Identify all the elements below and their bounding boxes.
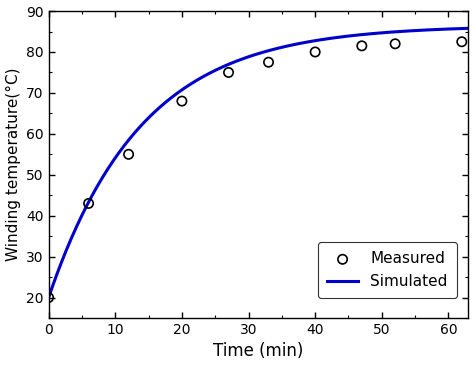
Measured — [392, 41, 399, 47]
Simulated — [46, 295, 52, 300]
Measured — [85, 201, 92, 206]
X-axis label: Time (min): Time (min) — [213, 343, 304, 361]
Measured — [125, 152, 132, 157]
Measured — [311, 49, 319, 55]
Line: Simulated: Simulated — [49, 28, 474, 298]
Measured — [358, 43, 365, 49]
Simulated — [254, 52, 260, 56]
Measured — [265, 59, 273, 65]
Simulated — [280, 45, 286, 49]
Simulated — [468, 26, 474, 30]
Measured — [225, 70, 232, 75]
Measured — [458, 39, 465, 45]
Measured — [178, 98, 186, 104]
Legend: Measured, Simulated: Measured, Simulated — [318, 242, 456, 298]
Simulated — [401, 29, 407, 33]
Measured — [45, 295, 53, 300]
Simulated — [303, 40, 309, 44]
Y-axis label: Winding temperature(°C): Winding temperature(°C) — [6, 68, 20, 261]
Simulated — [252, 53, 257, 57]
